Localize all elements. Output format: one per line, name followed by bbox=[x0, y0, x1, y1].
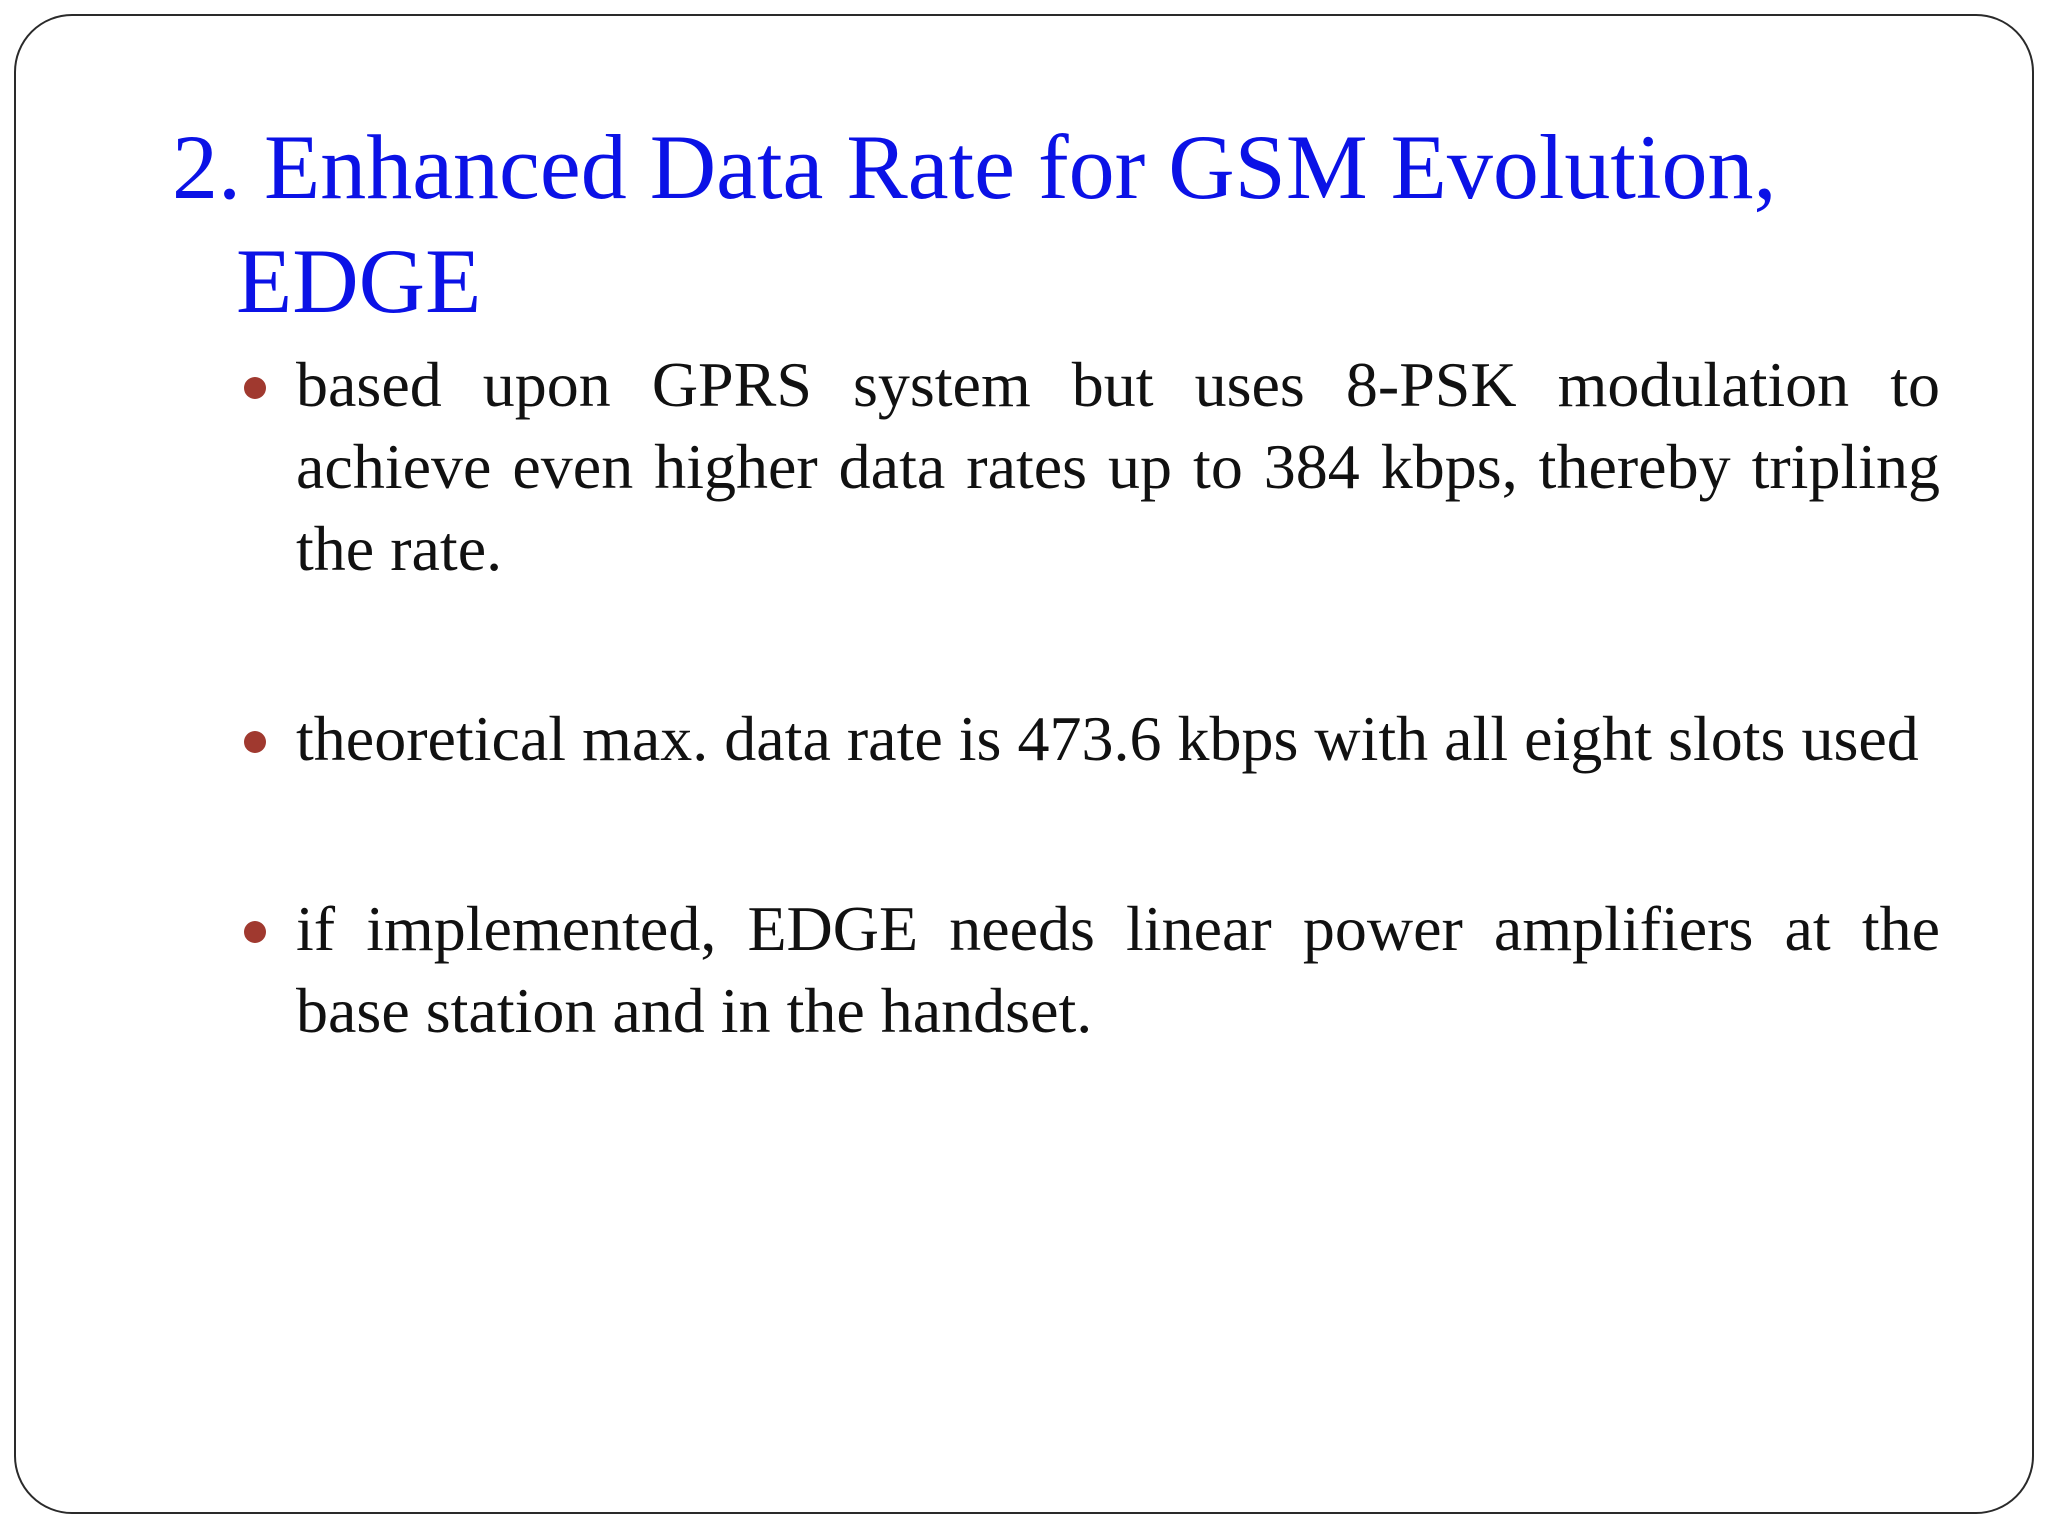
bullet-item: if implemented, EDGE needs linear power … bbox=[240, 888, 1940, 1052]
bullet-list: based upon GPRS system but uses 8-PSK mo… bbox=[240, 344, 1940, 1052]
slide-frame: 2. Enhanced Data Rate for GSM Evolution,… bbox=[14, 14, 2034, 1514]
bullet-item: based upon GPRS system but uses 8-PSK mo… bbox=[240, 344, 1940, 590]
bullet-text: based upon GPRS system but uses 8-PSK mo… bbox=[296, 349, 1940, 584]
title-line-2: EDGE bbox=[236, 230, 482, 332]
bullet-dot-icon bbox=[244, 377, 266, 399]
slide-title: 2. Enhanced Data Rate for GSM Evolution,… bbox=[172, 110, 1822, 338]
title-line-1: 2. Enhanced Data Rate for GSM Evolution, bbox=[172, 116, 1777, 218]
bullet-dot-icon bbox=[244, 731, 266, 753]
bullet-text: theoretical max. data rate is 473.6 kbps… bbox=[296, 703, 1919, 774]
bullet-dot-icon bbox=[244, 921, 266, 943]
bullet-text: if implemented, EDGE needs linear power … bbox=[296, 893, 1940, 1046]
bullet-item: theoretical max. data rate is 473.6 kbps… bbox=[240, 698, 1940, 780]
